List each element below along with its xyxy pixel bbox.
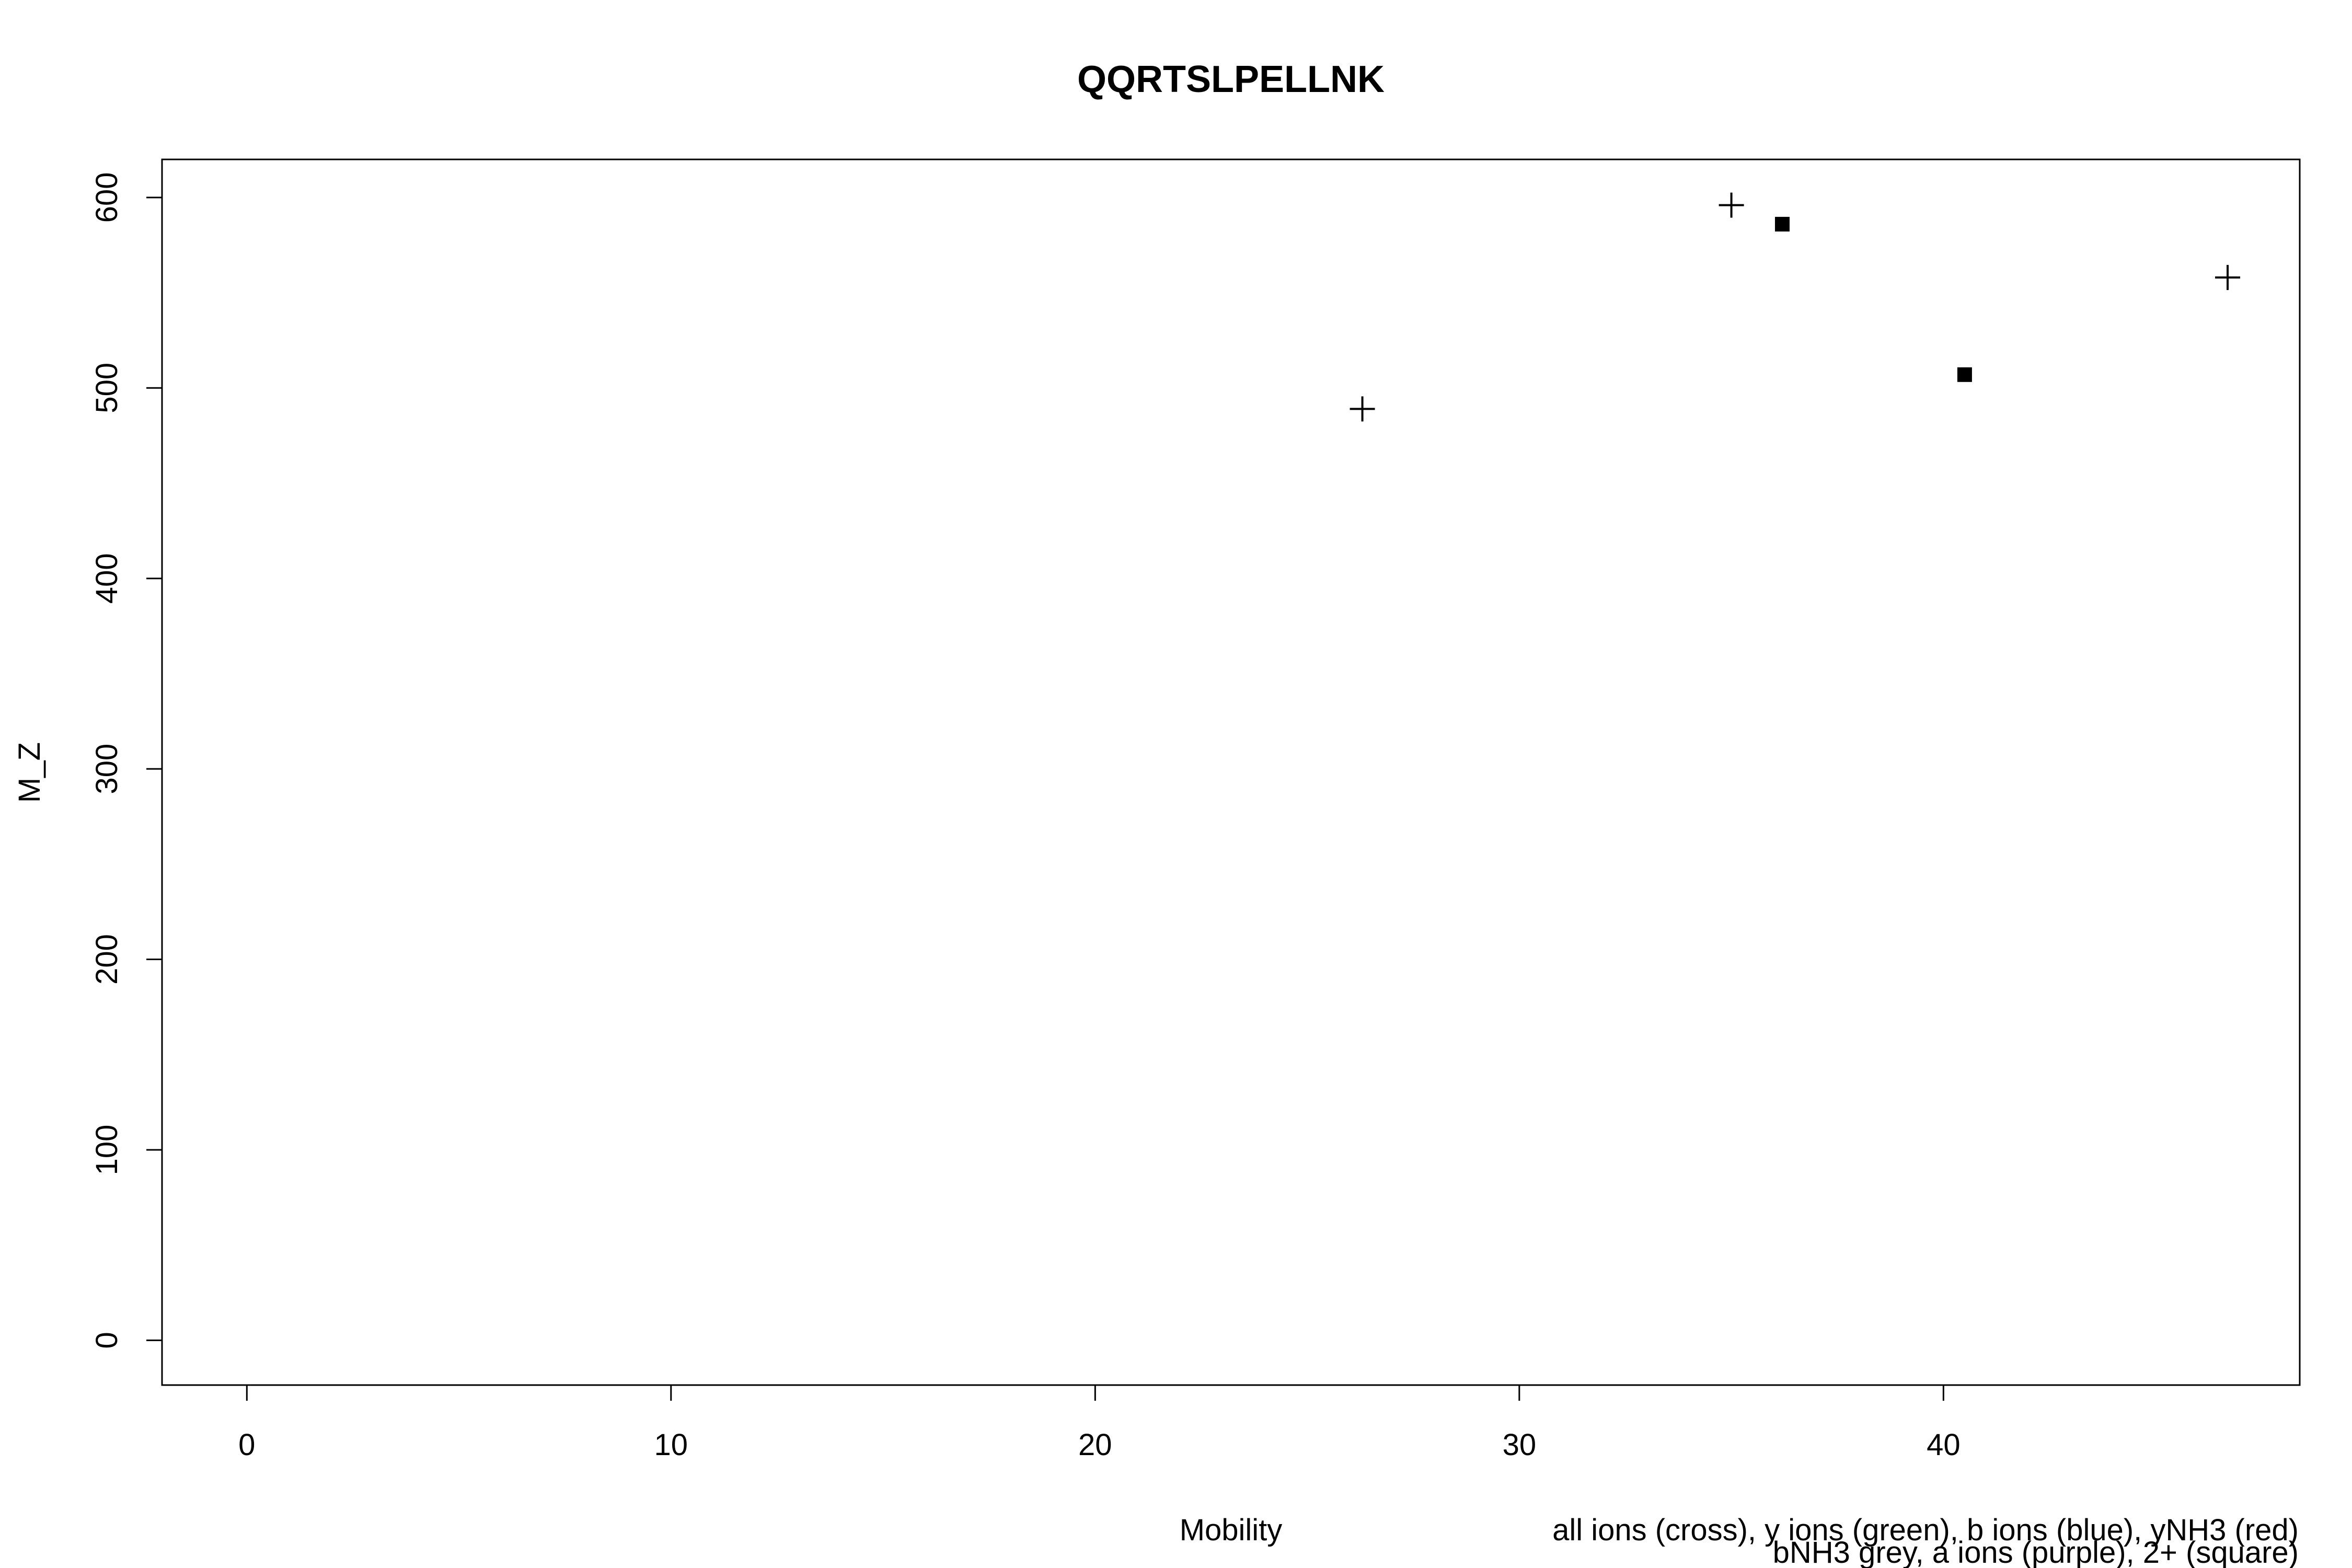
plot-area-frame <box>161 158 2301 1386</box>
legend-note-line-2: bNH3 grey, a ions (purple), 2+ (square) <box>1773 1536 2299 1568</box>
y-tick-label: 100 <box>90 1125 124 1175</box>
chart-title: QQRTSLPELLNK <box>1077 59 1385 100</box>
y-tick-label: 600 <box>90 172 124 223</box>
data-point-cross <box>1350 396 1375 422</box>
data-points <box>1350 192 2241 422</box>
data-point-square <box>1774 216 1790 232</box>
x-tick-label: 20 <box>1078 1428 1112 1462</box>
data-point-cross <box>1719 192 1744 218</box>
legend-note-line-1: all ions (cross), y ions (green), b ions… <box>1552 1513 2299 1547</box>
y-tick-label: 0 <box>90 1332 124 1348</box>
data-point-square <box>1957 367 1972 382</box>
x-axis-label: Mobility <box>1180 1513 1283 1547</box>
y-axis-label: M_Z <box>13 742 47 803</box>
y-axis: 0 100 200 300 400 500 600 <box>90 172 163 1348</box>
y-tick-label: 200 <box>90 934 124 985</box>
y-tick-label: 300 <box>90 744 124 794</box>
x-tick-label: 10 <box>654 1428 688 1462</box>
x-tick-label: 40 <box>1927 1428 1961 1462</box>
x-tick-label: 30 <box>1503 1428 1537 1462</box>
y-tick-label: 500 <box>90 363 124 413</box>
x-tick-label: 0 <box>238 1428 255 1462</box>
x-axis: 0 10 20 30 40 <box>238 1384 1961 1462</box>
y-tick-label: 400 <box>90 553 124 604</box>
data-point-cross <box>2215 264 2241 290</box>
